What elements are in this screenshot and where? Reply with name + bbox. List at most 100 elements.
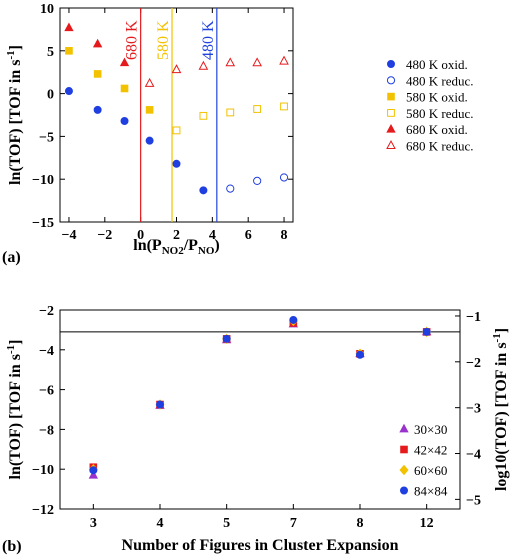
- data-point-circle: [145, 136, 154, 145]
- x-tick-label: 4: [157, 516, 164, 531]
- data-point-circle: [399, 486, 408, 495]
- panel-label: (b): [2, 538, 22, 555]
- y-tick-label: −4: [39, 344, 54, 359]
- reference-vline-label: 480 K: [200, 20, 217, 60]
- data-point-triangle: [171, 64, 182, 74]
- data-point-triangle: [92, 38, 103, 48]
- x-tick-label: 4: [209, 228, 216, 243]
- legend-label: 680 K reduc.: [406, 139, 474, 154]
- series-30-30: [88, 318, 432, 479]
- y-axis-label: ln(TOF) [TOF in s-1]: [5, 339, 24, 479]
- data-point-square: [120, 84, 129, 93]
- label-part: ]: [7, 45, 24, 50]
- right-y-tick-label: −4: [466, 448, 481, 463]
- label-part: ln(TOF) [TOF in s: [7, 59, 24, 185]
- data-point-triangle: [64, 22, 74, 32]
- series-60-60: [88, 315, 432, 475]
- data-point-square: [387, 92, 395, 101]
- right-y-tick-label: −5: [466, 493, 481, 508]
- plot-frame: [59, 7, 294, 223]
- data-point-circle: [93, 105, 102, 114]
- data-point-triangle: [198, 60, 209, 70]
- data-point-triangle: [386, 140, 396, 149]
- data-point-triangle: [252, 57, 262, 67]
- right-y-tick-label: −3: [466, 402, 481, 417]
- x-axis-label: ln(PNO2/PNO): [133, 237, 220, 257]
- legend-label: 680 K oxid.: [406, 122, 468, 137]
- data-point-circle: [172, 159, 181, 168]
- data-point-circle: [64, 87, 73, 96]
- data-point-circle: [279, 173, 289, 182]
- x-tick-label: 8: [357, 516, 364, 531]
- legend-label: 42×42: [414, 443, 447, 458]
- series-480-k-reduc-: [226, 173, 289, 193]
- data-point-circle: [422, 327, 431, 336]
- right-y-tick-label: −2: [466, 356, 481, 371]
- x-tick-label: −4: [61, 228, 76, 243]
- series-680-k-oxid-: [64, 22, 130, 67]
- reference-vline-label: 580 K: [155, 20, 172, 60]
- legend-label: 480 K oxid.: [406, 57, 468, 72]
- y-tick-label: −8: [39, 423, 54, 438]
- y-tick-label: −5: [39, 130, 54, 145]
- data-point-square: [65, 47, 73, 55]
- y-tick-label: −10: [32, 173, 54, 188]
- legend-label: 580 K oxid.: [406, 90, 468, 105]
- reference-vline-label: 680 K: [124, 20, 141, 60]
- legend-label: 60×60: [414, 463, 447, 478]
- panel-b: 3 4 5 7 8 12 −12 −10 −8 −6 −4 −2 −5 −4 −3 −2 −1 Number of…: [2, 304, 510, 555]
- x-tick-label: −2: [97, 228, 112, 243]
- series-42-42: [89, 319, 431, 472]
- label-part: ]: [7, 339, 24, 344]
- data-point-triangle: [386, 123, 396, 133]
- label-part: -1: [491, 333, 503, 342]
- y-tick-label: −15: [32, 216, 54, 231]
- legend: 480 K oxid.480 K reduc. 580 K oxid.580 K …: [386, 57, 474, 154]
- data-point-square: [172, 126, 181, 135]
- y-axis-label: ln(TOF) [TOF in s-1]: [5, 45, 24, 185]
- x-tick-label: 8: [281, 228, 288, 243]
- x-tick-label: 6: [245, 228, 252, 243]
- label-part: Number of Figures in Cluster Expansion: [122, 537, 399, 554]
- data-point-triangle: [88, 469, 99, 479]
- plot-frame: [59, 309, 461, 510]
- data-point-circle: [289, 315, 298, 324]
- data-point-square: [93, 70, 102, 78]
- data-point-circle: [226, 184, 235, 193]
- series-580-k-reduc-: [172, 102, 288, 135]
- x-tick-label: 12: [420, 516, 434, 531]
- panel-a: −4 −2 0 2 4 6 8 −15 −10 −5 0 5 10 680 K 580 K 480 K ln(P…: [2, 2, 474, 266]
- label-part: -1: [5, 345, 17, 354]
- data-point-square: [253, 105, 262, 113]
- data-point-circle: [199, 186, 208, 195]
- data-point-circle: [89, 466, 98, 475]
- data-point-triangle: [119, 57, 130, 67]
- x-tick-label: 5: [223, 516, 230, 531]
- data-point-triangle: [225, 57, 236, 67]
- data-point-circle: [386, 60, 395, 69]
- label-part: NO2: [162, 245, 185, 257]
- y-tick-label: −10: [32, 463, 54, 478]
- y-tick-label: −2: [39, 304, 54, 319]
- x-axis-label: Number of Figures in Cluster Expansion: [122, 537, 399, 554]
- label-part: ): [214, 237, 219, 254]
- y-tick-label: −12: [32, 503, 54, 518]
- data-point-triangle: [279, 55, 289, 65]
- x-tick-label: 3: [90, 516, 97, 531]
- series-680-k-reduc-: [144, 55, 289, 87]
- series-580-k-oxid-: [65, 47, 154, 114]
- data-point-square: [280, 102, 288, 111]
- y-tick-label: 0: [47, 88, 54, 103]
- data-point-circle: [386, 76, 396, 85]
- data-point-square: [400, 445, 408, 454]
- label-part: /P: [183, 237, 198, 254]
- data-point-square: [145, 106, 154, 114]
- x-tick-label: 7: [290, 516, 297, 531]
- data-point-triangle: [399, 423, 409, 433]
- label-part: ln(P: [133, 237, 162, 254]
- data-point-circle: [155, 400, 164, 409]
- data-point-square: [199, 111, 208, 120]
- series-480-k-oxid-: [64, 87, 208, 195]
- label-part: ln(TOF) [TOF in s: [7, 354, 24, 480]
